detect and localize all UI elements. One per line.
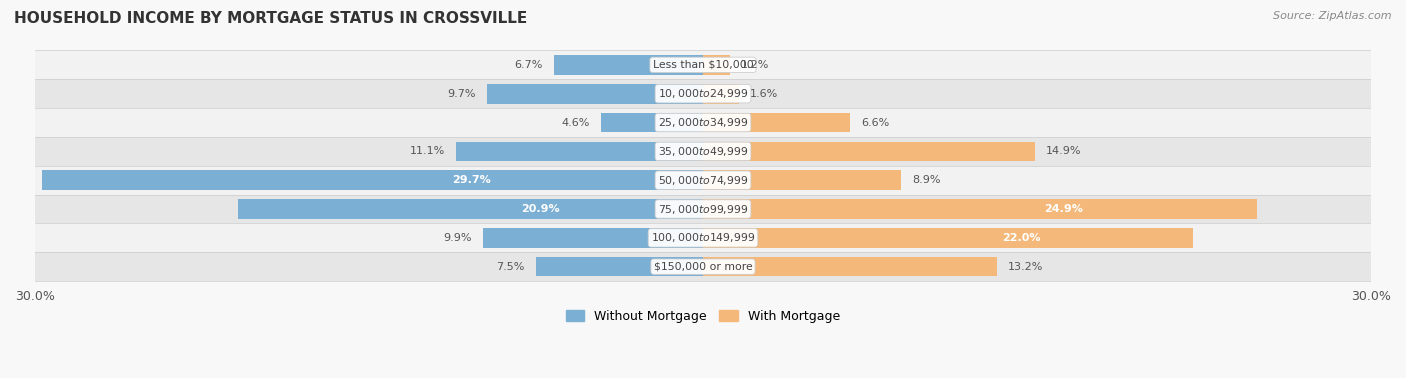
Bar	[703, 142, 1035, 161]
Bar	[703, 170, 901, 190]
Bar	[703, 199, 1257, 219]
Text: 9.9%: 9.9%	[443, 233, 471, 243]
FancyBboxPatch shape	[35, 166, 1371, 195]
Bar	[703, 113, 851, 132]
Text: 8.9%: 8.9%	[912, 175, 941, 185]
Text: $50,000 to $74,999: $50,000 to $74,999	[658, 174, 748, 187]
Text: 29.7%: 29.7%	[453, 175, 491, 185]
Text: 1.6%: 1.6%	[749, 89, 778, 99]
Text: $150,000 or more: $150,000 or more	[654, 262, 752, 272]
FancyBboxPatch shape	[35, 223, 1371, 252]
Bar	[456, 142, 703, 161]
Bar	[42, 170, 703, 190]
Text: 14.9%: 14.9%	[1046, 146, 1081, 156]
Text: $10,000 to $24,999: $10,000 to $24,999	[658, 87, 748, 100]
Text: 11.1%: 11.1%	[409, 146, 444, 156]
Text: $100,000 to $149,999: $100,000 to $149,999	[651, 231, 755, 244]
Legend: Without Mortgage, With Mortgage: Without Mortgage, With Mortgage	[561, 305, 845, 328]
Bar	[482, 228, 703, 248]
FancyBboxPatch shape	[35, 50, 1371, 79]
Bar	[486, 84, 703, 104]
Text: 4.6%: 4.6%	[561, 118, 589, 127]
Bar	[600, 113, 703, 132]
FancyBboxPatch shape	[35, 195, 1371, 223]
Bar	[703, 228, 1192, 248]
Text: $35,000 to $49,999: $35,000 to $49,999	[658, 145, 748, 158]
FancyBboxPatch shape	[35, 252, 1371, 281]
Bar	[536, 257, 703, 276]
Text: Source: ZipAtlas.com: Source: ZipAtlas.com	[1274, 11, 1392, 21]
Bar	[703, 84, 738, 104]
Bar	[703, 257, 997, 276]
Text: 6.7%: 6.7%	[515, 60, 543, 70]
Text: 6.6%: 6.6%	[860, 118, 890, 127]
FancyBboxPatch shape	[35, 137, 1371, 166]
Text: 20.9%: 20.9%	[520, 204, 560, 214]
Bar	[238, 199, 703, 219]
Text: 13.2%: 13.2%	[1008, 262, 1043, 272]
Text: $75,000 to $99,999: $75,000 to $99,999	[658, 203, 748, 215]
Bar	[703, 55, 730, 75]
Text: 9.7%: 9.7%	[447, 89, 475, 99]
Text: Less than $10,000: Less than $10,000	[652, 60, 754, 70]
Bar	[554, 55, 703, 75]
FancyBboxPatch shape	[35, 108, 1371, 137]
Text: 22.0%: 22.0%	[1002, 233, 1040, 243]
Text: 24.9%: 24.9%	[1045, 204, 1083, 214]
Text: $25,000 to $34,999: $25,000 to $34,999	[658, 116, 748, 129]
Text: 1.2%: 1.2%	[741, 60, 769, 70]
Text: 7.5%: 7.5%	[496, 262, 524, 272]
Text: HOUSEHOLD INCOME BY MORTGAGE STATUS IN CROSSVILLE: HOUSEHOLD INCOME BY MORTGAGE STATUS IN C…	[14, 11, 527, 26]
FancyBboxPatch shape	[35, 79, 1371, 108]
